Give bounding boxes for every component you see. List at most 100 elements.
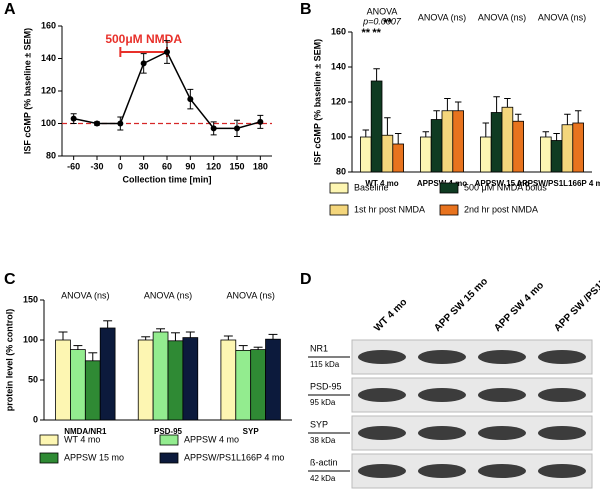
band [418, 464, 466, 478]
data-point [210, 125, 217, 132]
band [478, 426, 526, 440]
anova-label: ANOVA (ns) [418, 12, 466, 22]
band [538, 388, 586, 402]
protein-size: 38 kDa [310, 436, 336, 445]
legend-label: APPSW 4 mo [184, 434, 239, 444]
significance: ** [362, 27, 371, 39]
bar [490, 112, 503, 173]
legend-swatch [39, 452, 59, 464]
x-tick-label: 30 [139, 161, 149, 171]
panel-label: A [4, 1, 16, 18]
y-tick-label: 100 [23, 334, 38, 344]
x-tick-label: NMDA/NR1 [64, 427, 107, 436]
anova-label: ANOVA [367, 6, 398, 16]
legend-swatch [159, 452, 179, 464]
bar [235, 349, 252, 421]
band [478, 350, 526, 364]
y-tick-label: 80 [336, 166, 346, 176]
legend-label: 2nd hr post NMDA [464, 204, 538, 214]
y-tick-label: 160 [41, 20, 56, 30]
x-tick-label: APPSW 15 mo [475, 179, 530, 188]
band [358, 388, 406, 402]
bar [550, 140, 563, 173]
bar [572, 122, 584, 173]
legend-swatch [439, 204, 459, 216]
data-point [140, 60, 147, 67]
data-point [257, 118, 264, 125]
bar [381, 134, 394, 173]
bar [479, 136, 492, 173]
legend-label: 1st hr post NMDA [354, 204, 425, 214]
protein-name: SYP [310, 419, 328, 429]
y-tick-label: 0 [33, 414, 38, 424]
data-point [94, 120, 100, 127]
legend-swatch [329, 204, 349, 216]
anova-label: ANOVA (ns) [61, 290, 109, 300]
x-tick-label: APPSW/PS1L166P 4 mo [517, 179, 600, 188]
legend-label: 500 μM NMDA bolus [464, 182, 547, 192]
band [538, 426, 586, 440]
y-tick-label: 50 [28, 374, 38, 384]
bar [220, 339, 237, 421]
bar [137, 339, 154, 421]
protein-name: ß-actin [310, 457, 338, 467]
data-point [187, 96, 194, 103]
legend-label: Baseline [354, 182, 389, 192]
bar [182, 337, 199, 421]
bar [392, 143, 404, 173]
x-tick-label: WT 4 mo [365, 179, 398, 188]
x-tick-label: 150 [229, 161, 244, 171]
bar [441, 110, 454, 173]
y-tick-label: 140 [331, 61, 346, 71]
y-tick-label: 140 [41, 53, 56, 63]
band [478, 464, 526, 478]
panel-label: B [300, 1, 312, 18]
bar [501, 106, 514, 173]
x-axis-label: Collection time [min] [122, 174, 211, 184]
x-tick-label: 60 [162, 161, 172, 171]
x-tick-label: -30 [90, 161, 103, 171]
y-tick-label: 150 [23, 294, 38, 304]
y-tick-label: 80 [46, 150, 56, 160]
y-tick-label: 120 [331, 96, 346, 106]
band [538, 350, 586, 364]
bar [152, 331, 169, 421]
y-tick-label: 160 [331, 26, 346, 36]
protein-size: 95 kDa [310, 398, 336, 407]
bar [430, 119, 443, 173]
data-point [234, 125, 240, 132]
band [478, 388, 526, 402]
panel-label: C [4, 271, 16, 288]
anova-label: ANOVA (ns) [144, 290, 192, 300]
legend-swatch [439, 182, 459, 194]
band [358, 426, 406, 440]
data-point [164, 49, 170, 55]
y-tick-label: 100 [41, 118, 56, 128]
legend-label: APPSW 15 mo [64, 452, 124, 462]
band [418, 388, 466, 402]
band [358, 464, 406, 478]
x-tick-label: 180 [253, 161, 268, 171]
bar [250, 349, 266, 421]
bar [55, 339, 71, 421]
band [418, 426, 466, 440]
x-tick-label: 90 [185, 161, 195, 171]
anova-label: ANOVA (ns) [478, 12, 526, 22]
bar [84, 360, 101, 421]
bar [540, 136, 552, 173]
significance: ** [383, 17, 392, 29]
bar [512, 120, 524, 173]
y-tick-label: 100 [331, 131, 346, 141]
band [358, 350, 406, 364]
data-point [70, 115, 77, 122]
bar [561, 124, 574, 173]
bar [99, 327, 116, 421]
significance: ** [372, 27, 381, 39]
x-tick-label: PSD-95 [154, 427, 183, 436]
anova-label: ANOVA (ns) [226, 290, 274, 300]
legend-swatch [159, 434, 179, 446]
panel-label: D [300, 271, 312, 288]
lane-label: APP SW 15 mo [432, 276, 490, 334]
legend-label: WT 4 mo [64, 434, 100, 444]
